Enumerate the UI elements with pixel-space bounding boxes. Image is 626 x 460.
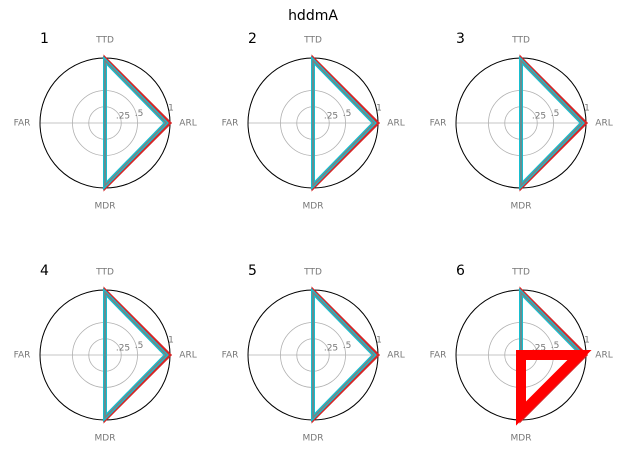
axis-label: TTD <box>95 36 114 46</box>
axis-label: MDR <box>511 434 532 444</box>
axis-label: ARL <box>387 119 404 129</box>
radial-tick-label: .25 <box>532 112 546 122</box>
subplot: .25 .5 1 TTD ARL MDR FAR 3 <box>430 31 613 212</box>
radial-tick-label: .25 <box>116 112 130 122</box>
series-line <box>312 58 376 188</box>
radial-tick-label: .25 <box>324 344 338 354</box>
axis-label: MDR <box>303 202 324 212</box>
radial-tick-label: .5 <box>343 341 352 351</box>
radial-tick-label: 1 <box>376 335 382 345</box>
subplot-title: 6 <box>456 263 465 279</box>
figure-title: hddmA <box>288 8 338 24</box>
series-line <box>516 350 592 426</box>
radial-tick-label: .5 <box>343 109 352 119</box>
radial-tick-label: 1 <box>168 103 174 113</box>
axis-label: ARL <box>595 119 612 129</box>
axis-label: TTD <box>303 36 322 46</box>
axis-label: ARL <box>387 351 404 361</box>
subplot-title: 2 <box>248 31 257 47</box>
axis-label: FAR <box>430 119 447 129</box>
series-line <box>104 58 168 188</box>
subplot: .25 .5 1 TTD ARL MDR FAR 2 <box>222 31 405 212</box>
axis-label: ARL <box>179 351 196 361</box>
subplot-title: 5 <box>248 263 257 279</box>
axis-label: ARL <box>179 119 196 129</box>
axis-label: MDR <box>303 434 324 444</box>
subplot: .25 .5 1 TTD ARL MDR FAR 4 <box>14 263 197 444</box>
axis-label: FAR <box>222 119 239 129</box>
subplot: .25 .5 1 TTD ARL MDR FAR 6 <box>430 263 613 444</box>
series-line <box>104 290 168 420</box>
axis-label: MDR <box>511 202 532 212</box>
subplot-title: 1 <box>40 31 49 47</box>
radial-tick-label: .5 <box>551 109 560 119</box>
axis-label: MDR <box>95 202 116 212</box>
axis-label: FAR <box>222 351 239 361</box>
subplot: .25 .5 1 TTD ARL MDR FAR 1 <box>14 31 197 212</box>
radial-tick-label: .5 <box>135 341 144 351</box>
subplot-title: 4 <box>40 263 49 279</box>
series-line <box>520 58 584 188</box>
radial-tick-label: 1 <box>376 103 382 113</box>
axis-label: TTD <box>511 268 530 278</box>
axis-label: TTD <box>303 268 322 278</box>
axis-label: TTD <box>511 36 530 46</box>
radial-tick-label: .25 <box>116 344 130 354</box>
axis-label: MDR <box>95 434 116 444</box>
radial-tick-label: .5 <box>551 341 560 351</box>
subplot-title: 3 <box>456 31 465 47</box>
subplot: .25 .5 1 TTD ARL MDR FAR 5 <box>222 263 405 444</box>
axis-label: TTD <box>95 268 114 278</box>
radial-tick-label: .25 <box>532 344 546 354</box>
axis-label: FAR <box>14 351 31 361</box>
axis-label: FAR <box>430 351 447 361</box>
series-line <box>312 290 376 420</box>
radial-tick-label: 1 <box>584 335 590 345</box>
axis-label: FAR <box>14 119 31 129</box>
radial-tick-label: 1 <box>168 335 174 345</box>
radial-tick-label: .25 <box>324 112 338 122</box>
radial-tick-label: .5 <box>135 109 144 119</box>
radial-tick-label: 1 <box>584 103 590 113</box>
axis-label: ARL <box>595 351 612 361</box>
